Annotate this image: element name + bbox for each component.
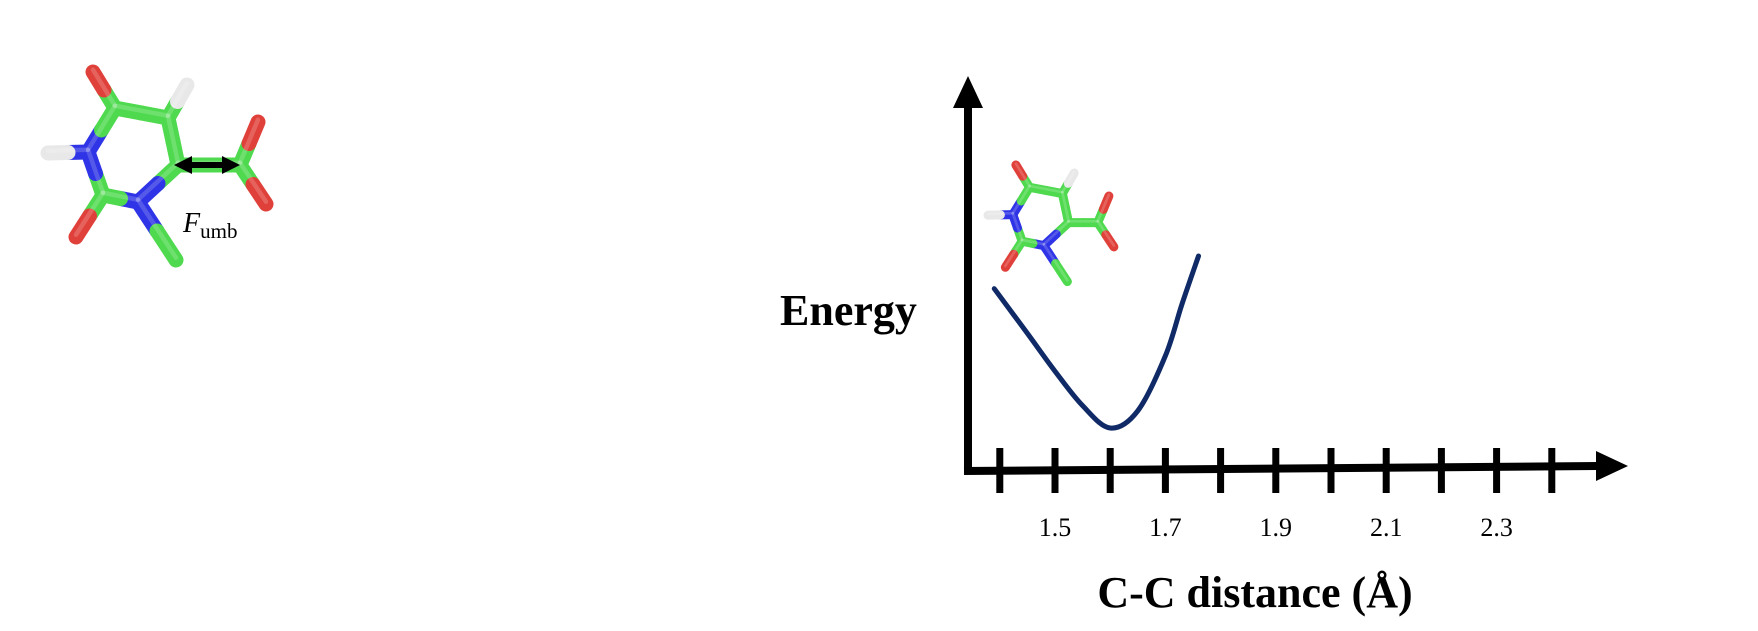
bond-highlight xyxy=(1061,190,1070,223)
energy-curve xyxy=(991,253,1202,431)
bond-highlight xyxy=(237,117,261,165)
bond-highlight xyxy=(1096,219,1116,247)
x-axis-tick-labels: 1.5 1.7 1.9 2.1 2.3 xyxy=(1039,513,1513,542)
bond-segment xyxy=(1051,259,1072,287)
bond-highlight xyxy=(85,103,118,152)
bond-highlight xyxy=(1042,242,1069,282)
bond-segment xyxy=(85,64,112,98)
bond-highlight xyxy=(85,147,106,195)
y-axis-arrowhead xyxy=(953,76,983,108)
bond-segment xyxy=(1000,249,1019,272)
x-tick-label: 2.3 xyxy=(1480,513,1513,542)
bond-highlight xyxy=(73,190,106,237)
chart-axes xyxy=(953,76,1628,481)
x-axis-line xyxy=(963,462,1599,475)
bond-highlight xyxy=(1020,238,1046,246)
bond-highlight xyxy=(1061,170,1076,194)
force-label: Fumb xyxy=(182,208,237,243)
bond-highlight xyxy=(237,160,269,204)
bond-highlight xyxy=(90,67,118,108)
bond-highlight xyxy=(1011,184,1031,215)
double-arrow-icon xyxy=(174,156,240,174)
bond-highlight xyxy=(1028,184,1064,194)
bond-highlight xyxy=(1004,238,1024,268)
bond-segment xyxy=(1063,168,1079,188)
bond-segment xyxy=(1011,160,1028,181)
bond-highlight xyxy=(1042,219,1070,246)
bond-segment xyxy=(241,114,266,151)
force-label-sub: umb xyxy=(200,219,237,243)
bond-highlight xyxy=(165,80,190,118)
bond-segment xyxy=(1101,230,1119,252)
bond-highlight xyxy=(986,211,1015,216)
x-tick-label: 1.7 xyxy=(1149,513,1182,542)
bond-highlight xyxy=(135,160,181,202)
bond-highlight xyxy=(1096,193,1111,223)
bond-highlight xyxy=(112,103,171,118)
molecule-inset xyxy=(983,160,1119,287)
x-tick-label: 1.9 xyxy=(1260,513,1293,542)
bond-highlight xyxy=(45,147,91,153)
y-axis-label: Energy xyxy=(780,286,917,335)
x-tick-label: 1.5 xyxy=(1039,513,1072,542)
bond-highlight xyxy=(135,197,179,260)
bond-segment xyxy=(68,208,97,245)
x-axis-label: C-C distance (Å) xyxy=(1097,568,1412,617)
bond-highlight xyxy=(100,190,141,202)
bond-highlight xyxy=(165,113,181,165)
bond-segment xyxy=(1098,191,1114,214)
x-axis-ticks xyxy=(996,448,1556,493)
bond-segment xyxy=(40,145,76,161)
x-axis-arrowhead xyxy=(1596,451,1628,481)
bond-highlight xyxy=(1014,162,1031,188)
force-label-main: F xyxy=(182,208,201,239)
x-tick-label: 2.1 xyxy=(1370,513,1403,542)
bond-segment xyxy=(149,223,184,268)
bond-segment xyxy=(245,177,274,212)
bond-highlight xyxy=(1011,211,1024,242)
bond-segment xyxy=(170,77,195,109)
